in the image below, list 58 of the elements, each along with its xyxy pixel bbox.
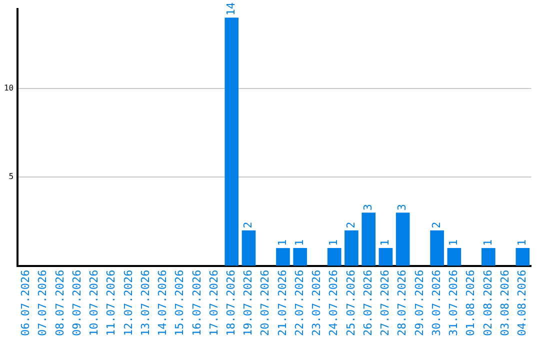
data-label: 1 bbox=[378, 239, 392, 246]
x-tick-label: 01.08.2026 bbox=[464, 270, 478, 336]
x-tick-label: 10.07.2026 bbox=[88, 270, 101, 336]
x-tick-label: 11.07.2026 bbox=[104, 270, 118, 336]
data-label: 1 bbox=[516, 239, 529, 246]
bar bbox=[293, 248, 308, 266]
x-tick-label: 31.07.2026 bbox=[447, 270, 460, 336]
x-tick-label: 27.07.2026 bbox=[378, 270, 392, 336]
data-label: 3 bbox=[396, 204, 409, 211]
bar bbox=[378, 248, 393, 266]
bar bbox=[396, 212, 410, 266]
x-tick-label: 22.07.2026 bbox=[292, 270, 306, 336]
x-tick-label: 26.07.2026 bbox=[361, 270, 374, 336]
x-tick-label: 30.07.2026 bbox=[430, 270, 443, 336]
x-tick-label: 07.07.2026 bbox=[36, 270, 50, 336]
bar bbox=[242, 230, 256, 266]
x-tick-label: 24.07.2026 bbox=[327, 270, 340, 336]
data-label: 1 bbox=[292, 239, 306, 246]
x-tick-label: 19.07.2026 bbox=[242, 270, 255, 336]
x-tick-label: 16.07.2026 bbox=[190, 270, 204, 336]
x-tick-label: 17.07.2026 bbox=[207, 270, 220, 336]
data-label: 1 bbox=[447, 239, 460, 246]
x-tick-label: 23.07.2026 bbox=[310, 270, 324, 336]
x-tick-label: 13.07.2026 bbox=[138, 270, 152, 336]
x-tick-label: 18.07.2026 bbox=[224, 270, 238, 336]
bar bbox=[224, 18, 239, 266]
x-tick-label: 28.07.2026 bbox=[396, 270, 409, 336]
x-tick-label: 02.08.2026 bbox=[481, 270, 494, 336]
bar bbox=[362, 212, 376, 266]
data-label: 2 bbox=[344, 222, 358, 228]
x-tick-label: 08.07.2026 bbox=[53, 270, 66, 336]
x-tick-label: 09.07.2026 bbox=[70, 270, 84, 336]
x-tick-label: 06.07.2026 bbox=[19, 270, 32, 336]
x-tick-label: 14.07.2026 bbox=[156, 270, 170, 336]
data-label: 3 bbox=[361, 204, 374, 211]
y-tick-label: 5 bbox=[8, 172, 14, 182]
bar bbox=[482, 248, 496, 266]
bar bbox=[430, 230, 444, 266]
data-label: 1 bbox=[276, 239, 289, 246]
bar bbox=[327, 248, 342, 266]
x-tick-label: 15.07.2026 bbox=[173, 270, 186, 336]
data-label: 2 bbox=[430, 222, 443, 228]
data-label: 1 bbox=[327, 239, 340, 246]
x-tick-label: 04.08.2026 bbox=[516, 270, 529, 336]
x-tick-label: 21.07.2026 bbox=[276, 270, 289, 336]
x-tick-label: 03.08.2026 bbox=[498, 270, 512, 336]
x-tick-label: 20.07.2026 bbox=[258, 270, 272, 336]
bar bbox=[516, 248, 530, 266]
y-tick-label: 10 bbox=[4, 84, 14, 93]
bar bbox=[447, 248, 462, 266]
x-tick-label: 25.07.2026 bbox=[344, 270, 358, 336]
bar bbox=[276, 248, 290, 266]
x-tick-label: 29.07.2026 bbox=[412, 270, 426, 336]
data-label: 2 bbox=[242, 222, 255, 228]
data-label: 1 bbox=[481, 239, 494, 246]
bar bbox=[344, 230, 358, 266]
x-tick-label: 12.07.2026 bbox=[122, 270, 135, 336]
data-label: 14 bbox=[224, 2, 238, 16]
